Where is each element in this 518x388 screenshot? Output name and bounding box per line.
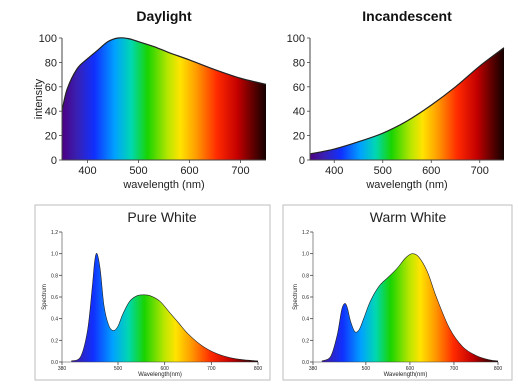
y-tick-label: 60: [45, 82, 57, 94]
y-tick-label: 20: [45, 131, 57, 143]
y-tick-label: 0.0: [302, 360, 309, 366]
chart-title: Incandescent: [362, 8, 452, 24]
x-tick-label: 380: [309, 366, 318, 372]
y-tick-label: 40: [293, 106, 305, 118]
x-tick-label: 700: [450, 366, 459, 372]
x-tick-label: 800: [254, 366, 263, 372]
x-tick-label: 700: [471, 165, 489, 177]
spectrum-curve: [71, 253, 259, 362]
chart-title: Pure White: [127, 209, 196, 225]
x-axis-label: wavelength (nm): [365, 179, 447, 191]
y-tick-label: 1.2: [302, 230, 309, 236]
y-tick-label: 80: [45, 57, 57, 69]
y-tick-label: 1.0: [302, 252, 309, 258]
y-tick-label: 0.2: [302, 338, 309, 344]
y-tick-label: 100: [287, 33, 305, 45]
x-axis-label: Wavelength(nm): [384, 372, 428, 378]
y-tick-label: 60: [293, 82, 305, 94]
y-axis-label: intensity: [33, 78, 45, 119]
x-tick-label: 600: [422, 165, 440, 177]
x-tick-label: 500: [129, 165, 147, 177]
y-tick-label: 20: [293, 131, 305, 143]
y-tick-label: 0: [51, 155, 57, 167]
y-tick-label: 1.2: [51, 230, 58, 236]
y-tick-label: 0.6: [51, 295, 58, 301]
spectrum-area: [71, 253, 258, 362]
y-axis-label: Spectrum: [293, 284, 299, 310]
x-tick-label: 400: [78, 165, 96, 177]
x-tick-label: 600: [160, 366, 169, 372]
x-tick-label: 600: [180, 165, 198, 177]
x-tick-label: 800: [494, 366, 503, 372]
incandescent-chart: Incandescent 400 500 600 700 0 20 40 60 80 100 wav…: [287, 8, 505, 191]
y-tick-label: 0.8: [51, 273, 58, 279]
x-tick-label: 380: [58, 366, 67, 372]
y-tick-label: 40: [45, 106, 57, 118]
y-tick-label: 1.0: [51, 252, 58, 258]
y-axis-label: Spectrum: [42, 284, 48, 310]
y-tick-label: 80: [293, 57, 305, 69]
spectrum-curve: [61, 37, 267, 112]
y-tick-label: 0.4: [51, 317, 58, 323]
y-tick-label: 0.6: [302, 295, 309, 301]
y-tick-label: 0.4: [302, 317, 309, 323]
spectrum-area: [62, 37, 266, 160]
y-tick-label: 0: [299, 155, 305, 167]
warm-white-chart: Warm White 380 500 600 700 800 0.0 0.2 0.4 0.6 0.…: [282, 204, 513, 381]
chart-title: Daylight: [136, 8, 192, 24]
x-axis-label: wavelength (nm): [122, 179, 204, 191]
spectrum-curve: [309, 47, 505, 155]
x-axis-label: Wavelength(nm): [138, 372, 182, 378]
x-tick-label: 500: [114, 366, 123, 372]
x-tick-label: 700: [231, 165, 249, 177]
pure-white-chart: Pure White 380 500 600 700 800 0.0 0.2 0.4 0.6 0.…: [34, 204, 271, 381]
x-tick-label: 400: [325, 165, 343, 177]
x-tick-label: 500: [362, 366, 371, 372]
y-tick-label: 100: [39, 33, 57, 45]
y-tick-label: 0.2: [51, 338, 58, 344]
spectrum-area: [321, 253, 498, 362]
spectrum-curve: [321, 253, 499, 362]
y-tick-label: 0.8: [302, 273, 309, 279]
spectrum-area: [310, 47, 504, 161]
x-tick-label: 600: [406, 366, 415, 372]
daylight-chart: Daylight 400 500 600 700 0 20 40 60 80 100 wavelen…: [33, 8, 267, 191]
x-tick-label: 500: [374, 165, 392, 177]
chart-title: Warm White: [370, 209, 447, 225]
y-tick-label: 0.0: [51, 360, 58, 366]
x-tick-label: 700: [207, 366, 216, 372]
